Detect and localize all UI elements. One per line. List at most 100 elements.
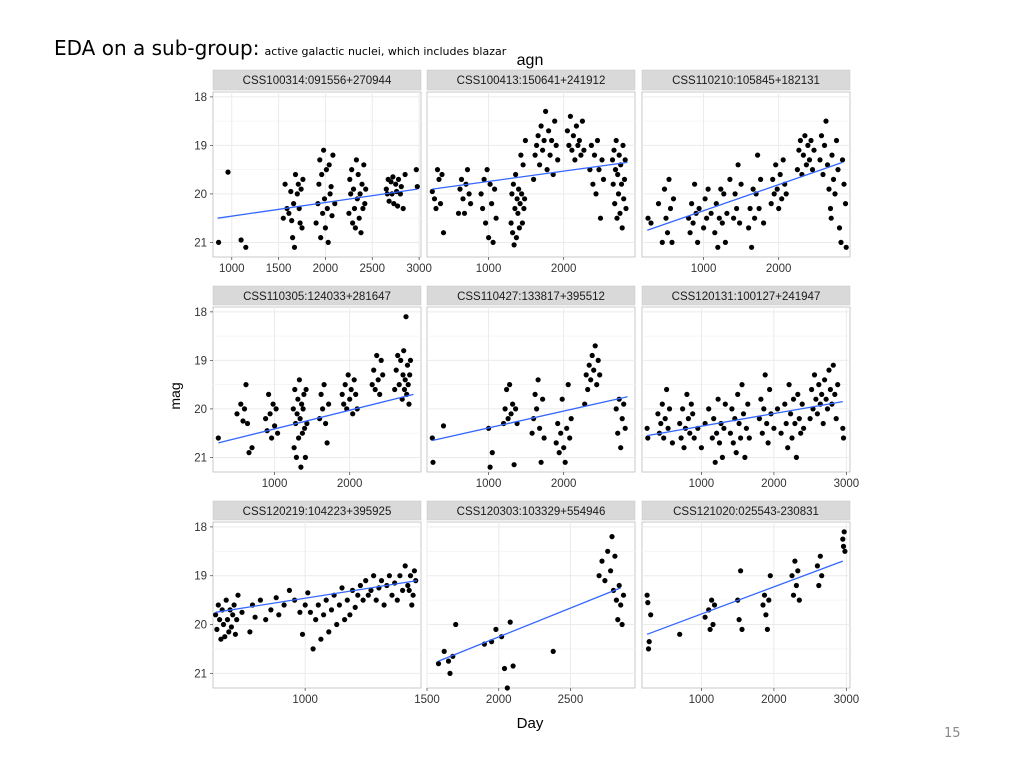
data-point: [767, 573, 773, 579]
y-tick-label: 18: [194, 307, 207, 319]
data-point: [597, 215, 604, 221]
data-point: [677, 420, 683, 427]
data-point: [273, 406, 279, 412]
data-point: [583, 372, 589, 378]
data-point: [541, 137, 547, 144]
x-tick-label: 2000: [551, 478, 577, 490]
data-point: [616, 152, 622, 158]
data-point: [553, 440, 559, 446]
data-point: [430, 459, 436, 465]
facet-strip-label: CSS121020:025543-230831: [673, 506, 819, 518]
data-point: [735, 391, 741, 397]
data-point: [298, 186, 304, 192]
data-point: [267, 411, 273, 417]
data-point: [780, 157, 786, 163]
data-point: [599, 558, 605, 564]
data-point: [466, 191, 472, 197]
data-point: [690, 220, 696, 226]
data-point: [828, 215, 834, 221]
facet-panel: CSS120303:103329+554946 1500 2000 2500: [414, 500, 636, 706]
y-tick-label: 21: [194, 237, 207, 249]
data-point: [689, 201, 695, 207]
data-point: [481, 176, 487, 182]
data-point: [323, 420, 329, 427]
data-point: [552, 118, 558, 124]
data-point: [232, 631, 238, 637]
panel-background: [426, 91, 636, 258]
data-point: [291, 201, 297, 207]
data-point: [759, 430, 765, 436]
data-point: [620, 142, 626, 148]
data-point: [220, 621, 227, 628]
data-point: [324, 205, 330, 212]
data-point: [327, 191, 333, 197]
data-point: [342, 617, 348, 623]
x-tick-label: 3000: [834, 478, 860, 490]
data-point: [440, 230, 447, 236]
data-point: [214, 626, 220, 633]
data-point: [435, 661, 442, 667]
data-point: [538, 123, 544, 129]
data-point: [546, 128, 552, 134]
data-point: [292, 171, 299, 178]
data-point: [350, 411, 356, 417]
data-point: [407, 357, 414, 363]
x-tick-label: 2000: [486, 694, 512, 706]
data-point: [722, 401, 728, 407]
data-point: [712, 230, 718, 236]
data-point: [353, 157, 359, 163]
data-point: [493, 215, 499, 221]
facet-strip: [641, 500, 851, 521]
data-point: [795, 568, 801, 574]
data-point: [830, 176, 837, 182]
data-point: [518, 152, 524, 158]
data-point: [555, 420, 561, 427]
data-point: [296, 205, 302, 212]
data-point: [289, 218, 295, 224]
facet-strip-label: CSS110305:124033+281647: [243, 291, 391, 303]
trend-line: [647, 161, 843, 231]
data-point: [226, 629, 232, 635]
facet-panel: CSS121020:025543-230831 1000 2000 3000: [641, 500, 859, 706]
data-point: [820, 171, 826, 178]
facet-panel: CSS120219:104223+395925 18 19 20 21 1000: [194, 500, 422, 706]
data-point: [373, 597, 379, 603]
data-point: [779, 196, 785, 202]
data-point: [576, 137, 583, 144]
data-point: [721, 425, 727, 431]
data-point: [397, 573, 403, 579]
data-point: [842, 201, 849, 207]
data-point: [307, 609, 313, 615]
data-point: [799, 401, 805, 407]
data-point: [615, 191, 622, 197]
data-point: [798, 430, 804, 436]
data-point: [286, 587, 292, 594]
data-point: [821, 142, 828, 148]
data-point: [355, 171, 361, 178]
data-point: [669, 440, 676, 446]
data-point: [239, 609, 245, 615]
data-point: [320, 406, 326, 412]
data-point: [802, 133, 808, 139]
data-point: [733, 450, 739, 456]
data-point: [299, 430, 305, 436]
data-point: [749, 244, 755, 250]
data-point: [296, 435, 302, 441]
data-point: [619, 416, 625, 422]
data-point: [747, 205, 753, 212]
panel-background: [212, 306, 422, 473]
data-point: [321, 382, 327, 388]
data-point: [564, 425, 570, 431]
data-point: [776, 205, 782, 212]
data-point: [407, 372, 413, 378]
data-point: [710, 621, 716, 628]
data-point: [292, 386, 298, 393]
data-point: [786, 382, 792, 388]
data-point: [513, 235, 520, 241]
panel-background: [641, 521, 851, 689]
data-point: [820, 420, 826, 427]
data-point: [796, 597, 802, 603]
data-point: [360, 205, 366, 212]
data-point: [460, 196, 466, 202]
data-point: [543, 108, 549, 114]
